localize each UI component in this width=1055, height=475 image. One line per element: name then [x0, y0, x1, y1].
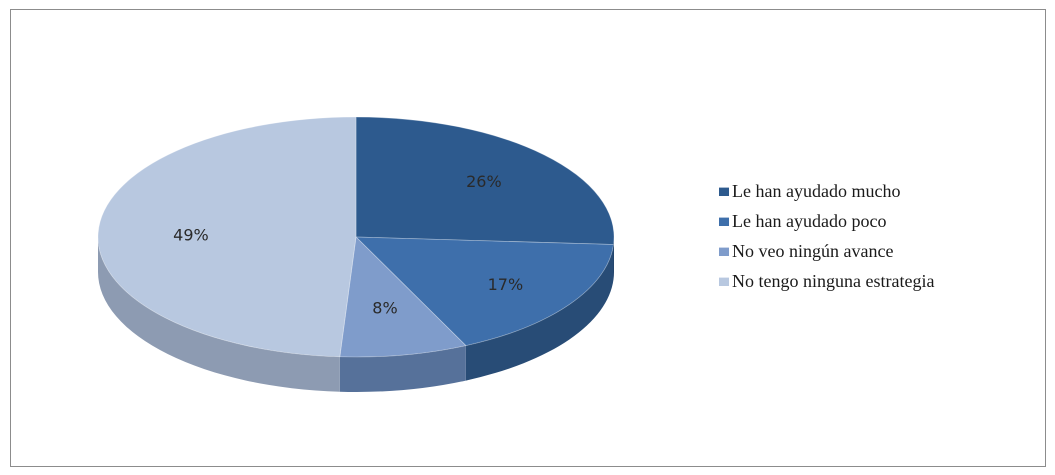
pie-labels: 26% 17% 8% 49% — [173, 172, 523, 318]
pie-slice-le-han-ayudado-mucho — [355, 116, 615, 245]
legend-item-no-veo-ningun-avance: No veo ningún avance — [719, 236, 934, 266]
data-label-no-tengo-ninguna-estrategia: 49% — [173, 226, 209, 245]
legend-swatch — [719, 276, 729, 286]
pie-tops — [97, 116, 615, 358]
legend-item-le-han-ayudado-mucho: Le han ayudado mucho — [719, 176, 934, 206]
pie-side-le-han-ayudado-mucho — [613, 237, 614, 280]
legend-item-le-han-ayudado-poco: Le han ayudado poco — [719, 206, 934, 236]
legend-item-no-tengo-ninguna-estrategia: No tengo ninguna estrategia — [719, 266, 934, 296]
legend-label: Le han ayudado mucho — [732, 180, 901, 201]
pie-slice-no-veo-ningun-avance — [339, 236, 467, 358]
data-label-no-veo-ningun-avance: 8% — [372, 299, 397, 318]
legend-swatch — [719, 216, 729, 226]
data-label-le-han-ayudado-mucho: 26% — [466, 172, 502, 191]
pie-slice-no-tengo-ninguna-estrategia — [97, 116, 357, 358]
legend-label: Le han ayudado poco — [732, 210, 887, 231]
pie-sides — [98, 237, 614, 393]
pie-side-no-veo-ningun-avance — [339, 345, 466, 393]
pie-side-le-han-ayudado-poco — [465, 244, 614, 381]
legend-swatch — [719, 246, 729, 256]
legend-label: No tengo ninguna estrategia — [732, 270, 935, 291]
legend-label: No veo ningún avance — [732, 240, 894, 261]
data-label-le-han-ayudado-poco: 17% — [488, 275, 524, 294]
legend: Le han ayudado mucho Le han ayudado poco N… — [719, 176, 934, 296]
legend-swatch — [719, 186, 729, 196]
pie-slice-le-han-ayudado-poco — [354, 236, 614, 347]
pie-side-no-tengo-ninguna-estrategia — [98, 237, 340, 392]
